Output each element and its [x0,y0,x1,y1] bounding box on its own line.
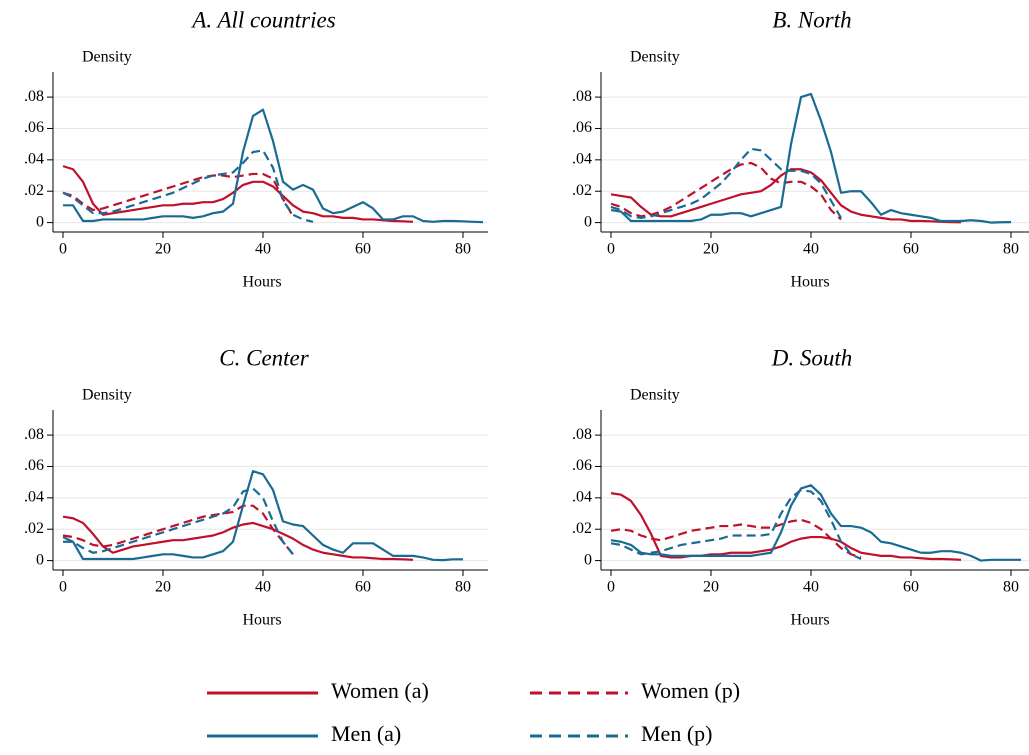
series-line [62,149,314,223]
panel-title: C. Center [219,345,309,370]
x-tick-label: 80 [455,579,471,596]
y-axis-label: Density [630,49,680,66]
y-tick-label: .08 [572,426,592,443]
x-tick-label: 0 [607,579,615,596]
y-tick-label: .08 [572,88,592,105]
y-tick-label: 0 [584,213,592,230]
x-tick-label: 20 [155,241,171,258]
x-tick-label: 80 [1003,241,1019,258]
y-tick-label: .06 [572,457,592,474]
y-tick-label: .02 [572,520,592,537]
x-axis-label: Hours [790,612,829,629]
x-tick-label: 0 [59,579,67,596]
legend-label: Women (a) [331,678,429,703]
y-tick-label: .02 [24,520,44,537]
y-tick-label: .02 [572,182,592,199]
panel-title: A. All countries [190,7,335,32]
legend-label: Women (p) [641,678,740,703]
y-tick-label: .04 [572,489,592,506]
x-tick-label: 80 [1003,579,1019,596]
x-tick-label: 60 [903,579,919,596]
y-tick-label: .06 [24,119,44,136]
y-tick-label: .06 [24,457,44,474]
series-line [610,92,1012,224]
y-tick-label: .04 [572,151,592,168]
y-tick-label: .04 [24,151,44,168]
series-line [62,165,414,223]
series-line [63,487,294,555]
x-tick-label: 20 [703,579,719,596]
series-line [610,161,842,221]
legend-label: Men (a) [331,721,401,746]
x-tick-label: 80 [455,241,471,258]
y-tick-label: .06 [572,119,592,136]
x-tick-label: 20 [155,579,171,596]
x-tick-label: 40 [803,579,819,596]
x-tick-label: 40 [255,579,271,596]
x-tick-label: 60 [903,241,919,258]
x-axis-label: Hours [242,612,281,629]
y-tick-label: 0 [36,213,44,230]
legend-label: Men (p) [641,721,712,746]
y-tick-label: 0 [36,551,44,568]
x-axis-label: Hours [242,274,281,291]
x-tick-label: 40 [803,241,819,258]
y-axis-label: Density [630,387,680,404]
series-line [610,518,862,559]
x-tick-label: 0 [607,241,615,258]
x-tick-label: 60 [355,241,371,258]
y-tick-label: .08 [24,426,44,443]
x-tick-label: 0 [59,241,67,258]
series-line [610,492,962,561]
x-tick-label: 60 [355,579,371,596]
x-tick-label: 20 [703,241,719,258]
series-line [62,470,463,562]
panel-title: B. North [772,7,851,32]
y-axis-label: Density [82,49,132,66]
y-tick-label: .02 [24,182,44,199]
series-line [610,488,862,561]
y-axis-label: Density [82,387,132,404]
x-axis-label: Hours [790,274,829,291]
series-line [610,484,1021,562]
y-tick-label: .04 [24,489,44,506]
y-tick-label: .08 [24,88,44,105]
series-line [63,108,484,224]
series-line [62,172,294,217]
series-line [62,504,294,555]
panel-title: D. South [771,345,853,370]
series-line [610,147,842,219]
y-tick-label: 0 [584,551,592,568]
x-tick-label: 40 [255,241,271,258]
